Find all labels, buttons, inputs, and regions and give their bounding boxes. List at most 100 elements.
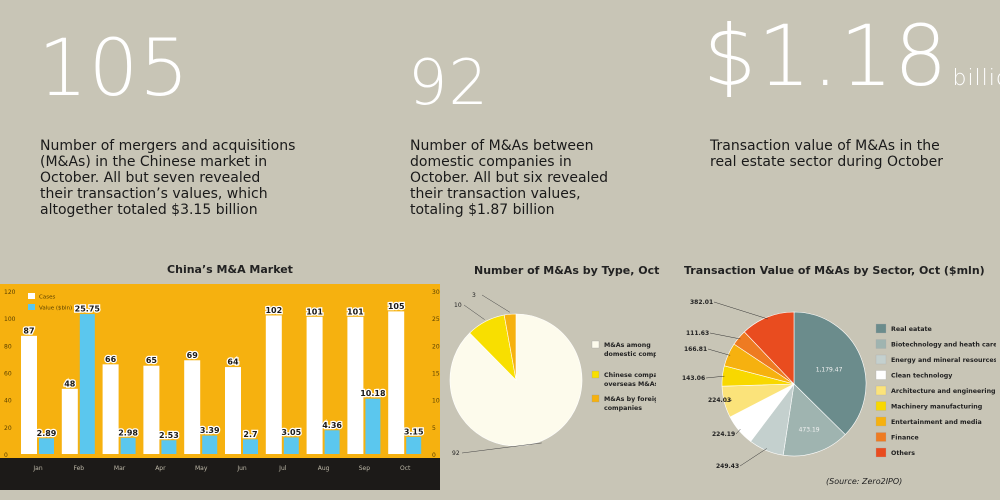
bar-cases (306, 316, 323, 454)
legend-label: Biotechnology and heath care (891, 342, 996, 349)
bar-cases (388, 311, 405, 454)
x-tick-label: Feb (73, 465, 84, 472)
bar-chart-title: China’s M&A Market (167, 263, 293, 276)
bar-cases (347, 316, 364, 454)
bar-value (365, 398, 381, 454)
slice-value-label: 3 (472, 292, 476, 299)
stat-description: Transaction value of M&As in the real es… (710, 138, 944, 170)
slice-value-label: 166.81 (684, 346, 707, 353)
legend-swatch (591, 340, 600, 349)
stat-number: 92 (408, 46, 489, 119)
data-label-cases: 87 (23, 326, 34, 335)
stat-number: $1.18 (703, 7, 949, 105)
legend-label: overseas M&As (604, 381, 656, 388)
legend-label: Chinese companies’ (604, 372, 656, 379)
y-left-tick-label: 60 (4, 371, 12, 378)
bar-cases (225, 367, 241, 454)
legend-swatch (875, 323, 887, 334)
legend-swatch (591, 394, 600, 403)
legend-label-value: Value ($bln) (39, 306, 72, 312)
legend-label: M&As by foreign (604, 396, 656, 403)
data-label-value: 10.18 (360, 389, 386, 398)
bar-cases (265, 315, 282, 454)
slice-value-label: 10 (454, 302, 462, 309)
x-tick-label: Apr (155, 465, 166, 472)
data-label-cases: 101 (306, 307, 323, 316)
data-label-cases: 101 (347, 307, 364, 316)
bar-cases (143, 365, 160, 454)
data-label-cases: 65 (146, 356, 158, 365)
x-tick-label: May (195, 465, 208, 472)
sector-pie-chart: 1,179.47 473.19 249.43 224.19 224.03 143.06 16… (682, 299, 996, 470)
x-tick-label: Mar (114, 465, 126, 472)
x-tick-label: Oct (400, 465, 411, 472)
y-right-tick-label: 20 (432, 343, 440, 350)
legend-swatch (591, 370, 600, 379)
y-right-tick-label: 5 (432, 425, 436, 432)
y-right-tick-label: 10 (432, 398, 440, 405)
x-tick-label: Aug (318, 465, 330, 472)
type-pie-title: Number of M&As by Type, Oct (474, 264, 660, 277)
x-tick-label: Jun (236, 465, 247, 472)
data-label-cases: 105 (388, 302, 405, 311)
y-left-tick-label: 80 (4, 343, 12, 350)
bar-cases (102, 364, 119, 454)
data-label-value: 4.36 (322, 421, 342, 430)
legend-label: M&As among (604, 342, 651, 349)
y-right-tick-label: 30 (432, 289, 440, 296)
stat-description: Number of M&As between domestic companie… (410, 138, 608, 218)
x-tick-label: Jul (278, 465, 287, 472)
data-label-cases: 66 (105, 355, 117, 364)
bar-chart: 0 20 40 60 80 100 120 0 5 10 15 20 25 30 Cases Value ($… (0, 284, 440, 490)
legend-label: Clean technology (891, 373, 952, 380)
legend-swatch (875, 401, 887, 411)
data-label-value: 3.15 (404, 427, 424, 436)
bar-cases (184, 360, 201, 454)
y-left-tick-label: 0 (4, 452, 8, 459)
legend-label: Energy and mineral resources (891, 357, 996, 364)
leader-line (735, 428, 741, 435)
sector-pie-title: Transaction Value of M&As by Sector, Oct… (684, 264, 985, 277)
data-label-value: 25.75 (75, 305, 101, 314)
leader-line (461, 442, 542, 454)
data-label-cases: 64 (227, 358, 239, 367)
bar-value (243, 439, 258, 454)
stat-description: Number of mergers and acquisitions (M&As… (40, 138, 296, 218)
slice-value-label: 249.43 (716, 463, 739, 470)
leader-line (713, 301, 769, 320)
source-note: (Source: Zero2IPO) (826, 477, 903, 486)
y-left-tick-label: 20 (4, 425, 12, 432)
bar-value (79, 314, 95, 454)
stat-real-estate: $1.18billion (703, 14, 1000, 98)
legend-label: domestic companies (604, 351, 656, 358)
data-label-value: 2.98 (118, 428, 138, 437)
data-label-cases: 102 (265, 306, 282, 315)
x-tick-label: Sep (359, 465, 371, 472)
type-pie-chart: 92 10 3 M&As among domestic companies Chinese… (449, 292, 656, 457)
legend-swatch-value (28, 304, 35, 310)
slice-value-label: 143.06 (682, 375, 705, 382)
legend-label: companies (604, 405, 642, 412)
data-label-cases: 48 (64, 379, 76, 388)
data-label-cases: 69 (187, 351, 199, 360)
stat-cases: 105 (38, 30, 190, 108)
y-right-tick-label: 0 (432, 452, 436, 459)
x-tick-label: Jan (32, 465, 42, 472)
slice-value-label: 224.03 (708, 397, 731, 404)
bar-value (324, 430, 340, 454)
slice-value-label: 473.19 (799, 427, 820, 434)
legend-swatch (875, 339, 887, 349)
legend-swatch-cases (28, 293, 35, 299)
bar-cases (21, 335, 37, 454)
y-right-tick-label: 25 (432, 316, 440, 323)
legend-label-cases: Cases (39, 295, 55, 301)
stat-domestic: 92 (408, 52, 489, 114)
pie-slice (793, 311, 867, 436)
bar-chart-background (0, 284, 440, 490)
legend-swatch (875, 385, 887, 396)
legend-label: Others (891, 450, 915, 457)
legend-swatch (875, 432, 887, 442)
data-label-value: 3.05 (281, 428, 301, 437)
data-label-value: 2.7 (243, 430, 257, 439)
slice-value-label: 382.01 (690, 299, 713, 306)
